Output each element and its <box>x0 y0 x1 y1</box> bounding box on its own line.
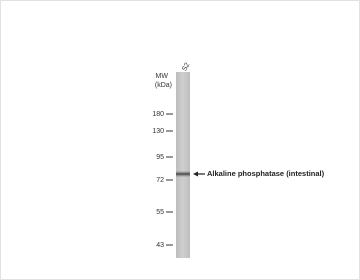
mw-unit: (kDa) <box>155 82 172 89</box>
marker-label: 55 <box>156 209 164 216</box>
marker-label: 43 <box>156 242 164 249</box>
band <box>176 171 190 177</box>
mw-label: MW <box>156 73 169 80</box>
marker-label: 72 <box>156 177 164 184</box>
marker-label: 180 <box>152 111 164 118</box>
lane <box>176 72 190 258</box>
marker-label: 130 <box>152 128 164 135</box>
marker-label: 95 <box>156 154 164 161</box>
band-label: Alkaline phosphatase (intestinal) <box>207 169 325 178</box>
blot-figure: S2 MW (kDa) 180 130 95 72 55 43 Alkaline… <box>0 0 360 280</box>
